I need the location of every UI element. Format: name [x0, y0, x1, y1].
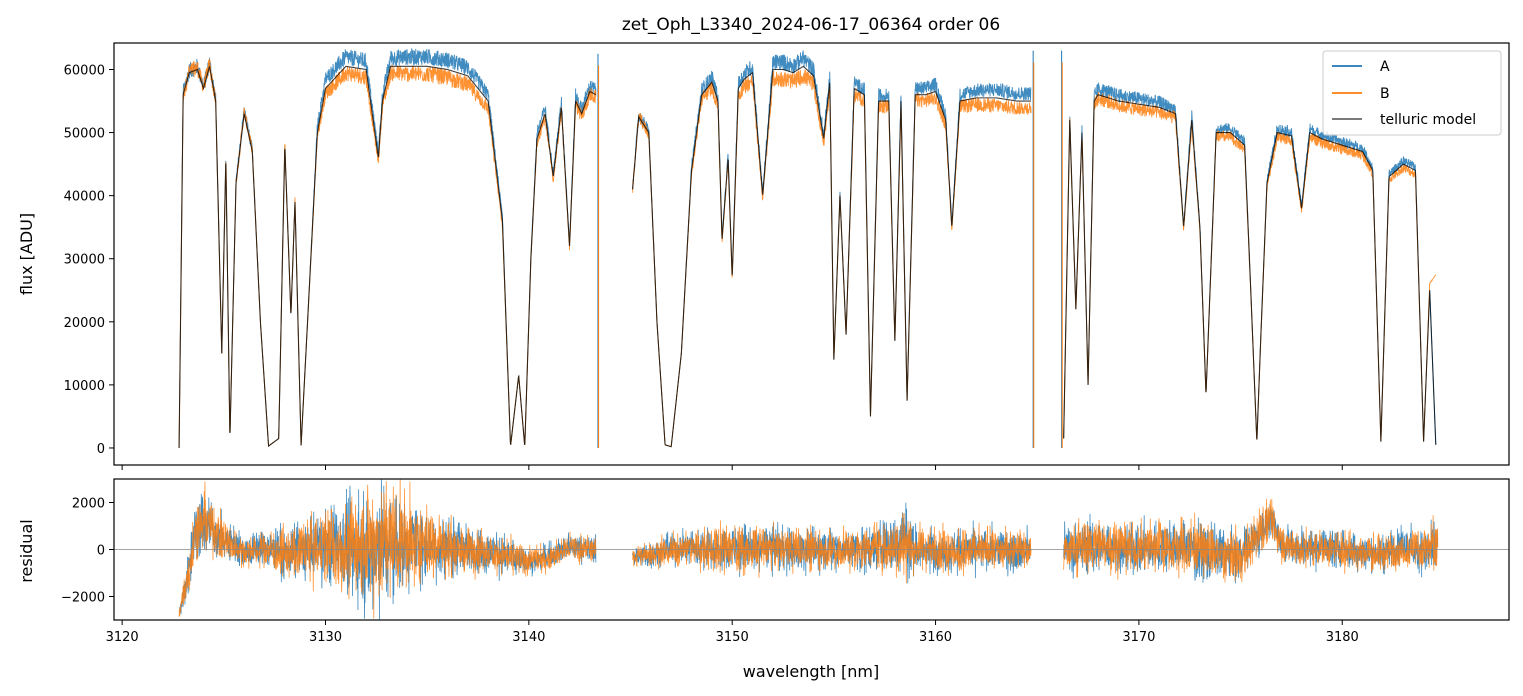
bottom-x-tick-label: 3180 [1326, 630, 1359, 645]
bottom-x-tick-label: 3120 [106, 630, 139, 645]
bottom-x-tick-label: 3150 [716, 630, 749, 645]
chart-title: zet_Oph_L3340_2024-06-17_06364 order 06 [622, 15, 1000, 35]
legend: A B telluric model [1322, 50, 1502, 136]
bottom-x-tick-label: 3140 [512, 630, 545, 645]
top-plot-data [178, 48, 1437, 448]
residual-b-line [178, 479, 597, 619]
top-y-tick-label: 20000 [64, 316, 105, 331]
top-y-tick-label: 0 [97, 442, 105, 457]
bottom-y-tick-label: 0 [97, 544, 105, 559]
bottom-y-tick-label: −2000 [61, 591, 105, 606]
top-y-tick-label: 10000 [64, 379, 105, 394]
residual-b-line [632, 513, 1032, 584]
bottom-y-tick-label: 2000 [72, 497, 105, 512]
bottom-x-tick-label: 3160 [919, 630, 952, 645]
top-y-axis-label: flux [ADU] [17, 213, 36, 295]
telluric-model-line [632, 65, 1032, 448]
top-y-tick-label: 60000 [64, 63, 105, 78]
bottom-panel: −2000 0 2000 3120 3130 3140 3150 3160 3170 3180 r… [17, 478, 1510, 681]
bottom-y-axis-label: residual [17, 519, 36, 582]
series-b-line [632, 69, 1032, 448]
top-y-tick-label: 40000 [64, 190, 105, 205]
top-y-tick-label: 30000 [64, 253, 105, 268]
bottom-plot-data [114, 479, 1509, 620]
telluric-model-line [178, 65, 597, 448]
top-y-tick-label: 50000 [64, 127, 105, 142]
bottom-plot-frame [113, 478, 1510, 621]
bottom-x-tick-label: 3130 [309, 630, 342, 645]
top-plot-frame [113, 42, 1510, 466]
legend-label-model: telluric model [1380, 112, 1476, 128]
legend-label-b: B [1380, 86, 1390, 102]
telluric-model-line [1063, 94, 1437, 445]
legend-box [1322, 50, 1502, 136]
top-axes: 0 10000 20000 30000 40000 50000 60000 [64, 63, 1343, 470]
bottom-axes: −2000 0 2000 3120 3130 3140 3150 3160 3170 3180 [61, 497, 1359, 646]
top-panel: 0 10000 20000 30000 40000 50000 60000 flux [AD… [17, 42, 1510, 470]
x-axis-label: wavelength [nm] [743, 662, 880, 681]
series-a-line [178, 48, 597, 448]
bottom-x-tick-label: 3170 [1122, 630, 1155, 645]
residual-b-line [1063, 498, 1439, 583]
legend-label-a: A [1380, 59, 1390, 75]
series-b-line [178, 58, 597, 448]
